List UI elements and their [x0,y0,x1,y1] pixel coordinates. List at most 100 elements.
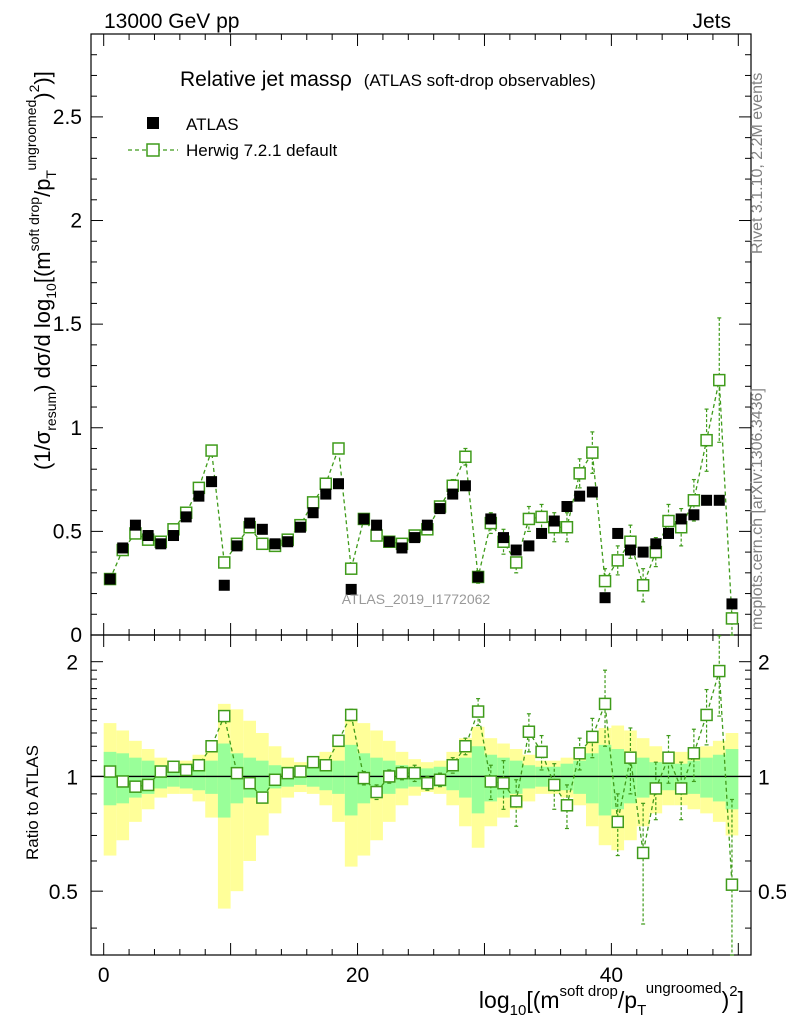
atlas-point [383,536,395,548]
ratio-y-tick-label: 2 [66,652,78,675]
atlas-point [459,480,471,492]
header-right: Jets [692,10,731,33]
xlabel-close: ) [722,987,730,1013]
atlas-point [713,494,725,506]
y-axis-label: (1/σresum) dσ/d log10[(msoft drop/pTungr… [23,71,59,470]
atlas-point [193,490,205,502]
herwig-point [509,556,523,569]
herwig-point [700,433,713,447]
atlas-point [307,507,319,519]
ratio-herwig-point [687,747,701,760]
atlas-point [510,544,522,556]
ratio-herwig-point [433,773,447,787]
ratio-herwig-point [509,795,523,808]
atlas-point [358,513,370,525]
herwig-point [319,477,333,490]
atlas-point [624,544,636,556]
band-inner-bin [611,749,625,810]
atlas-point [396,542,408,554]
atlas-point [282,536,294,548]
ratio-y-tick-label: 0.5 [49,881,78,904]
atlas-point [206,476,218,488]
ylabel-part-a: (1/σ [30,430,55,470]
band-inner-bin [459,757,472,798]
ratio-herwig-point [141,778,155,792]
atlas-point [701,494,713,506]
band-inner-bin [103,751,117,806]
atlas-point [117,542,129,554]
ratio-herwig-series [103,635,739,956]
ratio-herwig-point [408,766,421,780]
ratio-herwig-point [446,758,459,772]
ratio-herwig-point [522,725,536,738]
svg-text:(1/σresum) dσ/d log10[(msoft d: (1/σresum) dσ/d log10[(msoft drop/pTungr… [23,71,59,470]
ratio-herwig-point [205,739,218,753]
y-tick-label: 2 [70,210,82,233]
x-tick-label: 40 [600,964,623,987]
band-inner-bin [344,744,358,816]
herwig-point [713,373,726,387]
ratio-herwig-point [129,780,142,793]
ratio-herwig-point [179,763,193,777]
ylabel-sub-t: T [43,170,59,179]
header-left: 13000 GeV pp [104,10,239,33]
ratio-herwig-point [421,776,434,790]
ylabel-part-d: /p [30,179,55,197]
atlas-point [663,527,674,539]
ratio-herwig-point [573,747,586,760]
ratio-herwig-point [484,775,498,788]
ratio-herwig-point [649,782,663,795]
atlas-point [447,488,459,500]
band-inner-bin [687,760,701,794]
axis-ticks: 0 20 40 0.5 1 1.5 2 2.5 0 0.5 0.5 1 1 2 2 [49,34,786,987]
atlas-point [726,598,738,610]
atlas-point [269,538,281,550]
herwig-point [306,496,320,509]
herwig-point [459,450,472,464]
ratio-herwig-point [598,697,612,711]
herwig-point [370,529,383,542]
ratio-herwig-point [535,745,548,759]
herwig-point [636,579,650,592]
ratio-herwig-point [319,758,333,772]
ratio-herwig-point [548,778,561,792]
herwig-point [218,556,231,569]
y-tick-label: 2.5 [53,106,82,129]
x-axis-label: log10[(msoft drop/pTungroomed)2] [479,980,744,1019]
ratio-y-tick-label: 1 [66,766,78,789]
atlas-point [371,519,383,531]
ratio-herwig-point [370,785,383,799]
legend-herwig-marker [146,143,160,157]
atlas-point [218,579,230,591]
xlabel-base: log [479,987,510,1013]
ylabel-part-e: ) [30,92,55,99]
atlas-point [333,478,344,490]
herwig-point [662,514,675,528]
herwig-point [611,554,624,567]
atlas-point [129,519,141,531]
atlas-point [421,519,433,531]
mcplots-label: mcplots.cern.ch [arXiv:1306.3436] [749,388,766,630]
ratio-herwig-point [306,755,320,769]
ratio-herwig-point [471,705,485,718]
atlas-point [104,573,116,585]
atlas-point [256,523,268,535]
band-inner-bin [256,760,269,794]
ratio-herwig-point [624,751,637,764]
band-inner-bin [217,743,231,818]
ylabel-sup-softdrop: soft drop [26,197,42,252]
legend-atlas-marker [147,117,159,129]
ylabel-sup-2: 2 [26,84,42,92]
ratio-y-tick-label-right: 0.5 [758,881,786,904]
ylabel-sup-ungroomed: ungroomed [23,100,39,171]
herwig-point [256,537,269,551]
atlas-point [675,513,687,525]
ratio-frame [90,634,752,956]
xlabel-body: [(m [526,987,559,1013]
ratio-herwig-point [674,782,688,795]
atlas-point [599,592,611,604]
atlas-point [586,486,598,498]
ratio-herwig-point [294,765,307,778]
band-inner-bin [205,760,218,794]
